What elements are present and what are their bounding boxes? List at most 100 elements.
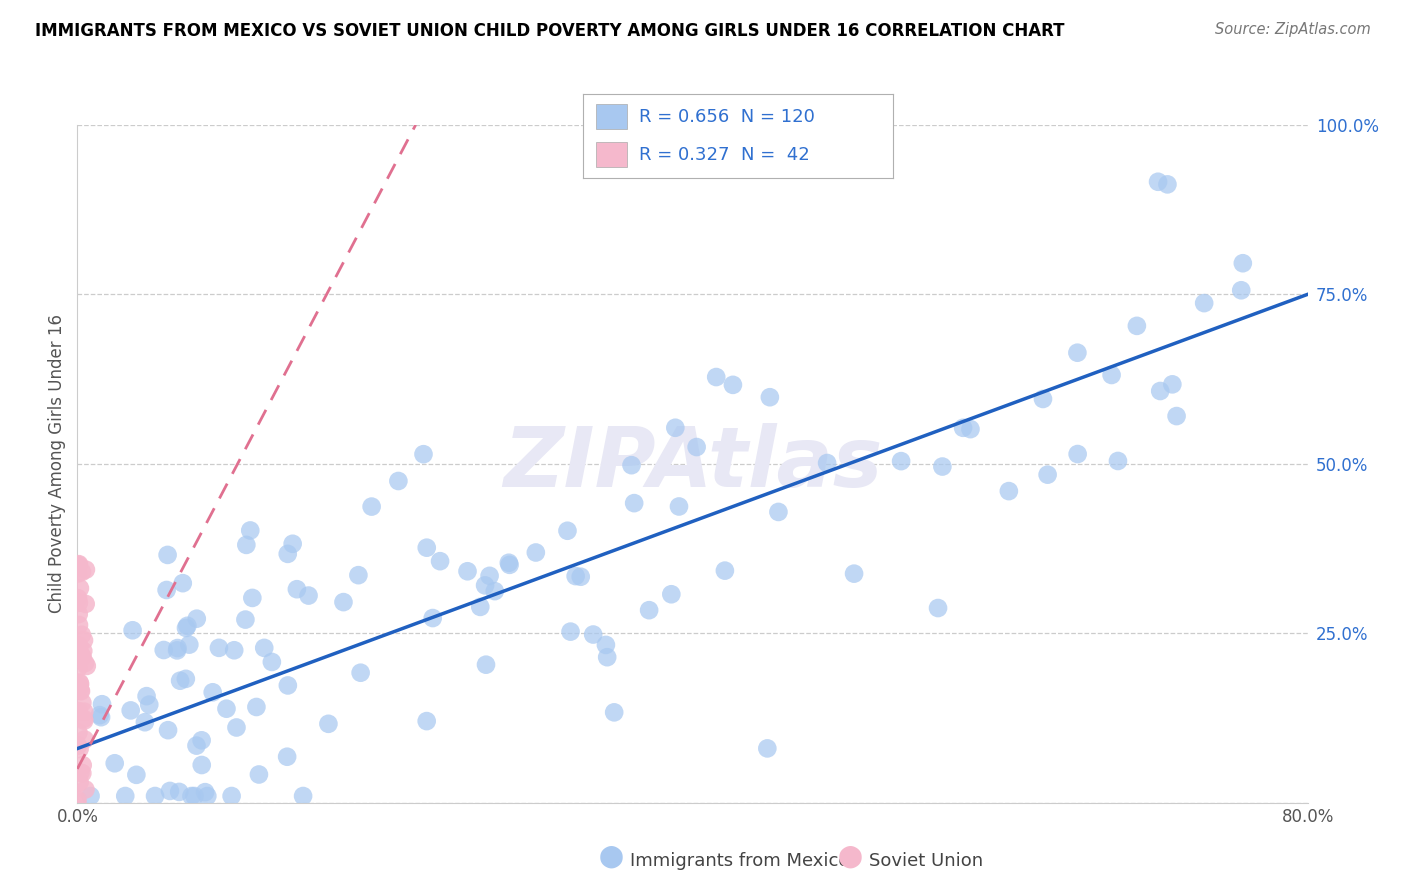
Point	[69, 677, 91, 691]
Point	[195, 789, 218, 803]
Point	[201, 685, 224, 699]
Point	[959, 422, 981, 436]
Point	[104, 756, 127, 771]
Point	[121, 624, 143, 638]
Point	[998, 484, 1021, 499]
Point	[69, 675, 91, 690]
Point	[478, 569, 501, 583]
Point	[260, 655, 283, 669]
Text: ⬤: ⬤	[599, 845, 624, 868]
Point	[190, 733, 212, 747]
Point	[253, 640, 276, 655]
Point	[72, 644, 94, 658]
Point	[186, 739, 208, 753]
Point	[281, 537, 304, 551]
Point	[215, 702, 238, 716]
Point	[470, 599, 492, 614]
Point	[1036, 467, 1059, 482]
Point	[221, 789, 243, 803]
Point	[484, 584, 506, 599]
Point	[620, 458, 643, 473]
Point	[474, 578, 496, 592]
Point	[73, 714, 96, 728]
Point	[135, 689, 157, 703]
Point	[768, 505, 790, 519]
Point	[890, 454, 912, 468]
Point	[931, 459, 953, 474]
Point	[349, 665, 371, 680]
Point	[714, 564, 737, 578]
Bar	[596, 142, 627, 168]
Point	[179, 638, 201, 652]
Point	[67, 591, 90, 606]
Point	[66, 792, 89, 806]
Text: Immigrants from Mexico: Immigrants from Mexico	[630, 852, 849, 870]
Point	[603, 706, 626, 720]
Point	[1107, 454, 1129, 468]
Point	[277, 678, 299, 692]
Point	[172, 576, 194, 591]
Point	[156, 548, 179, 562]
Point	[67, 558, 90, 572]
Point	[66, 558, 89, 573]
Point	[659, 587, 682, 601]
Point	[67, 566, 90, 581]
Bar	[596, 103, 627, 129]
Point	[569, 570, 592, 584]
Point	[155, 582, 177, 597]
Point	[815, 456, 838, 470]
Point	[1161, 377, 1184, 392]
Point	[842, 566, 865, 581]
Point	[159, 784, 181, 798]
Point	[247, 767, 270, 781]
Point	[245, 700, 267, 714]
Point	[114, 789, 136, 803]
Point	[225, 721, 247, 735]
Point	[70, 565, 93, 579]
Point	[166, 643, 188, 657]
Point	[668, 500, 690, 514]
Point	[1066, 345, 1088, 359]
Point	[69, 765, 91, 780]
Point	[1147, 175, 1170, 189]
Point	[67, 661, 90, 675]
Point	[240, 591, 263, 605]
Point	[66, 796, 89, 810]
Point	[90, 710, 112, 724]
Point	[70, 628, 93, 642]
Point	[387, 474, 409, 488]
Point	[475, 657, 498, 672]
Point	[69, 775, 91, 789]
Point	[69, 646, 91, 660]
Text: Source: ZipAtlas.com: Source: ZipAtlas.com	[1215, 22, 1371, 37]
Point	[183, 789, 205, 803]
Point	[174, 672, 197, 686]
Point	[138, 698, 160, 712]
Point	[704, 370, 727, 384]
Point	[190, 758, 212, 772]
Point	[596, 650, 619, 665]
Point	[595, 638, 617, 652]
Point	[208, 640, 231, 655]
Point	[72, 766, 94, 780]
Point	[1192, 296, 1215, 310]
Point	[176, 619, 198, 633]
Point	[69, 742, 91, 756]
Point	[125, 768, 148, 782]
Point	[1230, 283, 1253, 297]
Point	[285, 582, 308, 597]
Point	[73, 705, 96, 719]
Point	[297, 589, 319, 603]
Point	[1101, 368, 1123, 382]
Point	[952, 421, 974, 435]
Point	[360, 500, 382, 514]
Point	[73, 712, 96, 726]
Point	[1149, 384, 1171, 398]
Point	[67, 704, 90, 718]
Point	[180, 789, 202, 803]
Point	[174, 621, 197, 635]
Point	[75, 656, 97, 670]
Point	[1066, 447, 1088, 461]
Point	[91, 697, 114, 711]
Point	[134, 715, 156, 730]
